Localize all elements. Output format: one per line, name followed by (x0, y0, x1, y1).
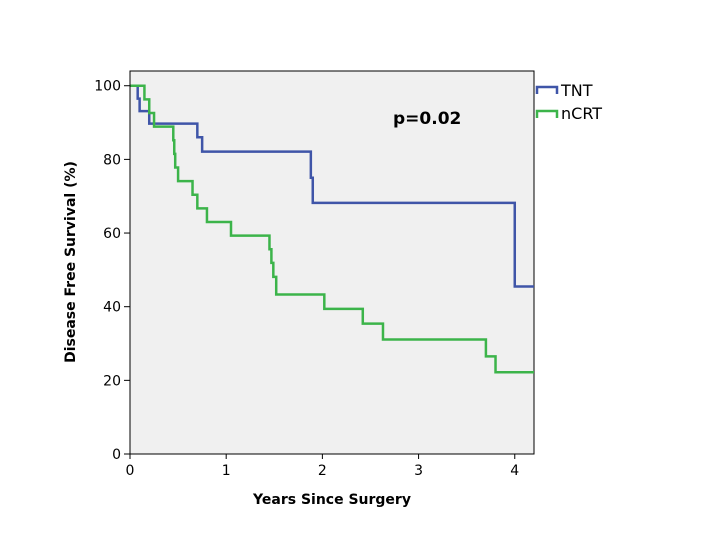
series-line-ncrt (130, 84, 534, 374)
plot-area-background (129, 70, 535, 455)
y-tick-label: 100 (94, 79, 121, 95)
y-axis-title: Disease Free Survival (%) (63, 161, 79, 363)
x-tick-label: 2 (318, 463, 327, 479)
legend-swatch-tnt (535, 85, 559, 94)
x-tick-label: 4 (510, 463, 519, 479)
y-tick-label: 80 (103, 152, 121, 168)
y-tick-label: 0 (112, 447, 121, 463)
y-tick-label: 60 (103, 226, 121, 242)
series-layer (130, 84, 534, 374)
x-tick-label: 3 (414, 463, 423, 479)
axis-layer (129, 71, 534, 455)
legend-label-tnt: TNT (560, 81, 593, 100)
legend: TNT nCRT (535, 81, 602, 123)
x-axis-title: Years Since Surgery (252, 492, 411, 508)
legend-swatch-ncrt (535, 109, 559, 118)
series-line-tnt (130, 84, 534, 288)
x-tick-label: 0 (126, 463, 135, 479)
x-tick-label: 1 (222, 463, 231, 479)
y-tick-label: 40 (103, 300, 121, 316)
p-value-annotation: p=0.02 (393, 109, 461, 129)
legend-label-ncrt: nCRT (561, 104, 602, 123)
y-tick-label: 20 (103, 373, 121, 389)
